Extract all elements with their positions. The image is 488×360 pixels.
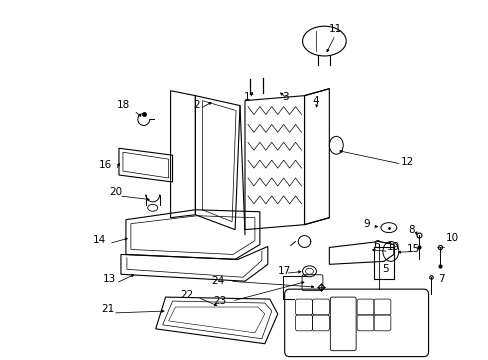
Text: 2: 2 (193, 100, 199, 109)
Text: 22: 22 (180, 290, 193, 300)
Text: 4: 4 (311, 96, 318, 105)
Text: 6: 6 (373, 240, 380, 251)
Text: 12: 12 (400, 157, 413, 167)
Text: 8: 8 (407, 225, 414, 235)
Text: 15: 15 (406, 244, 420, 255)
Text: 3: 3 (282, 92, 288, 102)
Text: 1: 1 (243, 92, 250, 102)
Text: 24: 24 (211, 276, 224, 286)
Text: 20: 20 (109, 187, 122, 197)
Text: 9: 9 (363, 219, 369, 229)
Text: 18: 18 (117, 100, 130, 109)
Text: 21: 21 (101, 304, 115, 314)
Text: 16: 16 (98, 160, 111, 170)
Text: 23: 23 (213, 296, 226, 306)
Text: 14: 14 (92, 234, 105, 244)
Text: 13: 13 (102, 274, 116, 284)
Text: 17: 17 (278, 266, 291, 276)
Text: 7: 7 (437, 274, 444, 284)
Text: 19: 19 (386, 243, 400, 252)
Text: 10: 10 (445, 233, 458, 243)
Text: 11: 11 (328, 24, 341, 34)
Text: 5: 5 (382, 264, 388, 274)
